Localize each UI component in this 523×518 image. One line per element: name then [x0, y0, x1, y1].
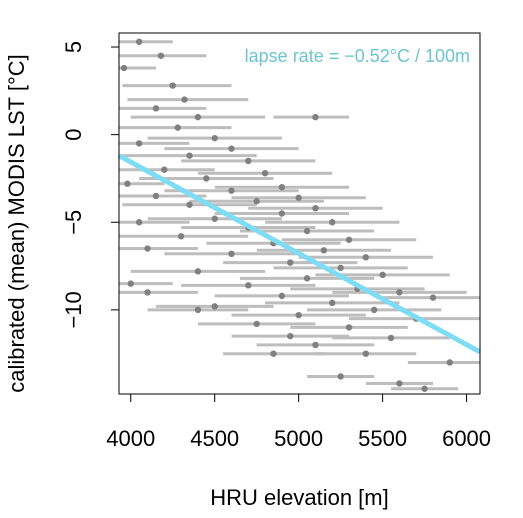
- data-point: [278, 292, 286, 300]
- data-point: [152, 192, 160, 200]
- data-point: [144, 289, 151, 296]
- data-point: [312, 341, 319, 349]
- data-point: [174, 124, 181, 131]
- data-point: [303, 227, 311, 235]
- data-point: [211, 303, 218, 310]
- data-point: [135, 140, 143, 147]
- data-point: [245, 157, 252, 165]
- data-point: [124, 180, 131, 187]
- data-point: [186, 201, 193, 208]
- data-point: [120, 64, 128, 72]
- data-point: [312, 205, 319, 212]
- y-tick-label: 5: [61, 41, 86, 53]
- x-axis: 4000 4500 5000 5500 6000: [106, 394, 491, 451]
- y-tick-label: −5: [61, 210, 86, 235]
- data-point: [371, 306, 378, 314]
- x-axis-title: HRU elevation [m]: [210, 485, 389, 510]
- data-point: [396, 380, 403, 387]
- data-point: [337, 373, 344, 380]
- data-point: [144, 245, 151, 252]
- data-point: [303, 275, 311, 282]
- y-tick-label: 0: [61, 129, 86, 141]
- data-point: [211, 134, 218, 142]
- points-layer: [120, 38, 453, 392]
- lapse-rate-annotation: lapse rate = −0.52°C / 100m: [245, 46, 470, 66]
- data-point: [337, 264, 344, 272]
- data-point: [261, 169, 269, 177]
- data-point: [320, 247, 328, 254]
- data-point: [379, 271, 386, 279]
- data-point: [421, 385, 428, 392]
- data-point: [203, 175, 210, 182]
- data-point: [186, 152, 193, 159]
- data-point: [135, 38, 143, 45]
- data-point: [345, 236, 353, 243]
- trend-line: [117, 153, 482, 355]
- y-tick-label: −10: [61, 291, 86, 328]
- x-tick-label: 4000: [106, 426, 155, 451]
- data-point: [329, 299, 336, 307]
- data-point: [362, 350, 370, 357]
- data-point: [295, 311, 302, 319]
- data-point: [228, 250, 235, 258]
- data-point: [169, 82, 176, 89]
- data-point: [181, 96, 188, 103]
- data-point: [345, 324, 353, 331]
- data-point: [194, 268, 202, 275]
- data-point: [157, 52, 165, 59]
- x-tick-label: 5000: [274, 426, 323, 451]
- data-point: [278, 210, 286, 217]
- x-tick-label: 6000: [442, 426, 491, 451]
- error-bars-layer: [119, 40, 480, 391]
- data-point: [287, 332, 294, 340]
- data-point: [287, 259, 294, 266]
- plot-frame: [118, 32, 481, 395]
- data-point: [362, 254, 370, 261]
- x-tick-label: 5500: [358, 426, 407, 451]
- data-point: [387, 334, 395, 342]
- y-axis-title: calibrated (mean) MODIS LST [°C]: [4, 54, 29, 393]
- data-point: [329, 219, 336, 226]
- data-point: [429, 294, 437, 301]
- data-point: [312, 113, 319, 121]
- data-point: [278, 184, 286, 191]
- data-point: [446, 359, 453, 366]
- data-point: [177, 233, 185, 240]
- data-point: [127, 280, 134, 287]
- data-point: [194, 306, 202, 314]
- data-point: [245, 282, 252, 289]
- x-tick-label: 4500: [190, 426, 239, 451]
- data-point: [253, 320, 260, 328]
- y-axis: 5 0 −5 −10: [61, 41, 119, 329]
- data-point: [161, 166, 168, 173]
- data-point: [152, 105, 160, 112]
- data-point: [211, 215, 218, 222]
- data-point: [396, 289, 403, 296]
- data-point: [295, 194, 302, 201]
- data-point: [228, 145, 235, 152]
- data-point: [135, 219, 143, 226]
- data-point: [253, 198, 260, 205]
- data-point: [194, 113, 202, 121]
- data-point: [270, 350, 277, 357]
- data-point: [228, 187, 235, 194]
